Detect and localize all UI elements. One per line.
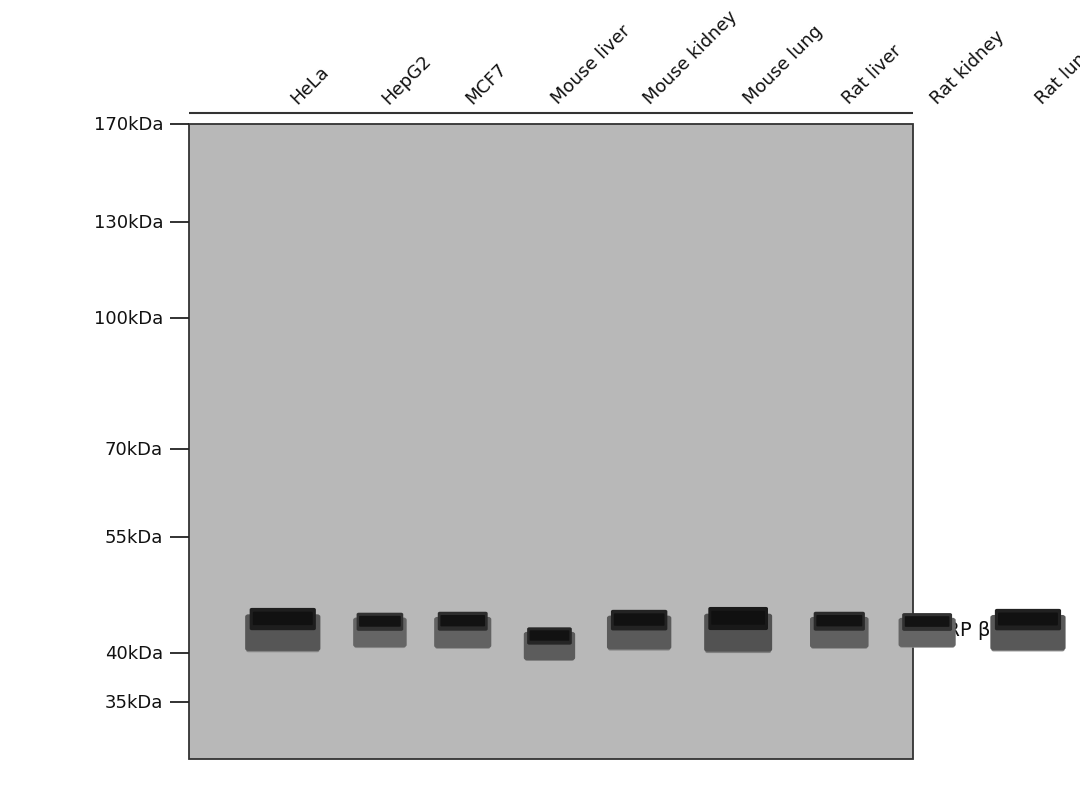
Text: 70kDa: 70kDa: [105, 440, 163, 458]
Text: 35kDa: 35kDa: [105, 694, 163, 711]
FancyBboxPatch shape: [813, 612, 865, 631]
Text: Rat lung: Rat lung: [1032, 42, 1080, 108]
Text: Rat liver: Rat liver: [839, 42, 905, 108]
FancyBboxPatch shape: [249, 608, 315, 630]
FancyBboxPatch shape: [529, 630, 569, 641]
Text: Mouse lung: Mouse lung: [741, 22, 826, 108]
FancyBboxPatch shape: [712, 611, 765, 625]
Text: 40kDa: 40kDa: [105, 645, 163, 662]
FancyBboxPatch shape: [527, 628, 571, 645]
FancyBboxPatch shape: [245, 614, 321, 651]
Text: Mouse liver: Mouse liver: [548, 22, 634, 108]
FancyBboxPatch shape: [613, 613, 664, 626]
FancyBboxPatch shape: [705, 628, 771, 654]
Text: HeLa: HeLa: [287, 63, 332, 108]
FancyBboxPatch shape: [902, 613, 953, 631]
FancyBboxPatch shape: [608, 628, 671, 650]
FancyBboxPatch shape: [441, 615, 485, 626]
FancyBboxPatch shape: [246, 628, 320, 652]
FancyBboxPatch shape: [435, 629, 490, 649]
FancyBboxPatch shape: [905, 617, 949, 627]
Text: 55kDa: 55kDa: [105, 528, 163, 546]
Text: HRP β-actin: HRP β-actin: [932, 620, 1045, 639]
FancyBboxPatch shape: [607, 616, 672, 650]
Text: 170kDa: 170kDa: [94, 116, 163, 133]
Text: MCF7: MCF7: [462, 59, 511, 108]
FancyBboxPatch shape: [708, 607, 768, 630]
FancyBboxPatch shape: [810, 618, 868, 648]
Text: 130kDa: 130kDa: [94, 214, 163, 231]
FancyBboxPatch shape: [353, 618, 407, 647]
FancyBboxPatch shape: [811, 629, 867, 649]
FancyBboxPatch shape: [704, 614, 772, 652]
FancyBboxPatch shape: [253, 612, 313, 626]
FancyBboxPatch shape: [434, 618, 491, 648]
Text: 100kDa: 100kDa: [94, 309, 163, 328]
FancyBboxPatch shape: [354, 629, 406, 648]
FancyBboxPatch shape: [356, 613, 403, 631]
FancyBboxPatch shape: [437, 612, 488, 631]
FancyBboxPatch shape: [991, 628, 1065, 651]
FancyBboxPatch shape: [525, 642, 575, 661]
Text: HepG2: HepG2: [379, 51, 435, 108]
Text: Mouse kidney: Mouse kidney: [640, 7, 741, 108]
FancyBboxPatch shape: [998, 613, 1058, 626]
FancyBboxPatch shape: [611, 610, 667, 630]
FancyBboxPatch shape: [990, 615, 1066, 650]
Text: Rat kidney: Rat kidney: [927, 27, 1008, 108]
FancyBboxPatch shape: [899, 618, 956, 647]
Bar: [189, 124, 913, 759]
FancyBboxPatch shape: [524, 632, 576, 660]
FancyBboxPatch shape: [359, 616, 401, 627]
FancyBboxPatch shape: [900, 629, 955, 648]
FancyBboxPatch shape: [816, 615, 862, 626]
FancyBboxPatch shape: [995, 609, 1061, 630]
